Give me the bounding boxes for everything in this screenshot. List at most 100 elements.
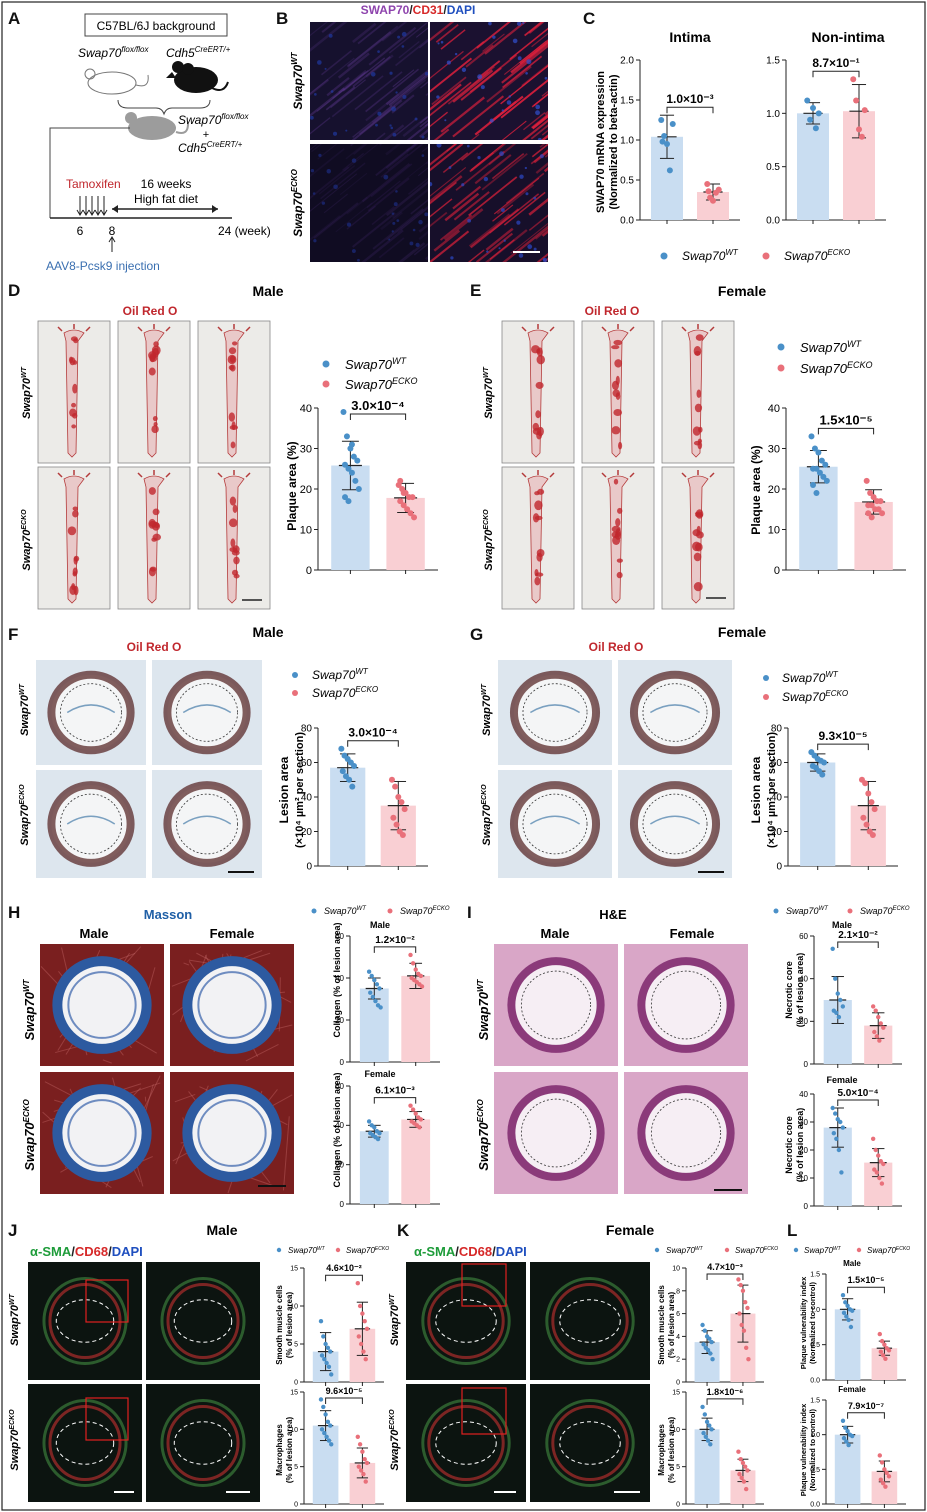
- data-point: [838, 1119, 843, 1125]
- plaque-spot: [692, 541, 701, 552]
- aorta-branches: [57, 470, 91, 478]
- data-point: [318, 1397, 324, 1402]
- fluo-streak: [430, 57, 473, 93]
- h-ylabel-1: Collagen (% of lesion area): [332, 922, 342, 1037]
- nucleus-dot: [508, 95, 511, 98]
- l-legend-wt: Swap70WT: [804, 1246, 842, 1255]
- nucleus-dot: [519, 174, 524, 179]
- h-legend-wt: Swap70WT: [324, 906, 367, 916]
- fluo-streak: [346, 196, 369, 215]
- section-tile: [530, 1384, 650, 1502]
- data-point: [844, 1314, 849, 1319]
- vessel-wall: [182, 956, 282, 1054]
- vessel-wall: [47, 670, 135, 755]
- fluo-streak: [460, 67, 502, 101]
- g-title: Female: [718, 624, 766, 640]
- nucleus-dot: [324, 67, 327, 70]
- fluo-streak: [474, 154, 512, 185]
- l-ylabel-b2: (Normalized to control): [808, 1408, 817, 1491]
- fluo-streak: [501, 44, 548, 84]
- lesion-outline: [67, 971, 137, 1039]
- f-legend-wt-dot: [292, 672, 298, 678]
- vessel-wall: [421, 1399, 511, 1487]
- y-tick-label: 8: [676, 1288, 680, 1295]
- data-point: [328, 1349, 333, 1354]
- vessel-wall: [160, 1399, 246, 1487]
- vessel-wall: [507, 957, 605, 1053]
- data-point: [872, 1029, 877, 1035]
- nucleus-dot: [401, 45, 405, 48]
- fluo-streak: [397, 207, 428, 234]
- lesion-outline: [55, 1421, 115, 1465]
- plaque-spot: [535, 381, 544, 389]
- fluo-streak: [419, 40, 428, 49]
- data-point: [361, 1349, 366, 1354]
- plaque-spot: [615, 375, 620, 386]
- data-point: [872, 1167, 877, 1172]
- aorta-branches: [601, 324, 635, 332]
- fluo-streak: [430, 81, 472, 117]
- nucleus-dot: [535, 104, 541, 110]
- fluo-streak: [460, 144, 484, 161]
- data-point: [879, 1181, 885, 1186]
- fluo-streak: [400, 207, 428, 231]
- panel-label-e: E: [470, 281, 481, 300]
- data-point: [366, 1119, 372, 1124]
- data-point: [831, 1131, 837, 1136]
- muscle-fibre: [174, 1093, 196, 1103]
- y-tick-label: 5: [676, 1464, 680, 1471]
- plaque-spot: [72, 506, 78, 511]
- fluo-streak: [310, 78, 329, 96]
- fluo-streak: [316, 70, 369, 112]
- fluo-streak: [331, 75, 384, 118]
- aorta-branches: [137, 470, 171, 478]
- cd68-signal: [48, 1405, 122, 1481]
- h-legend-ko: Swap70ECKO: [400, 906, 450, 916]
- nucleus-dot: [533, 196, 537, 200]
- section-tile: [28, 1262, 142, 1380]
- fluo-streak: [430, 50, 464, 79]
- panel-label-k: K: [397, 1221, 410, 1240]
- data-point: [362, 1319, 367, 1324]
- y-tick-label: 0.5: [620, 176, 634, 187]
- fluo-streak: [468, 176, 518, 217]
- y-tick-label: 0.0: [810, 1377, 820, 1384]
- data-point: [865, 510, 872, 517]
- data-point: [355, 486, 362, 492]
- k-legend-wt: Swap70WT: [666, 1246, 704, 1255]
- data-point: [863, 477, 870, 484]
- significance-bracket: [847, 1286, 885, 1294]
- p-value: 2.1×10⁻²: [838, 930, 878, 941]
- data-point: [392, 783, 399, 790]
- fluo-streak: [488, 100, 517, 124]
- necrotic-outline: [650, 1098, 722, 1168]
- nucleus-dot: [313, 239, 317, 243]
- data-point: [413, 967, 418, 972]
- nucleus-dot: [351, 158, 357, 163]
- fluo-streak: [531, 93, 548, 108]
- fluo-streak: [325, 86, 356, 111]
- plaque-spot: [534, 576, 541, 586]
- data-point: [322, 1430, 327, 1436]
- data-point: [343, 433, 350, 440]
- fluo-streak: [519, 39, 548, 65]
- aorta-branches: [521, 470, 555, 478]
- nucleus-dot: [461, 183, 465, 187]
- panel-i-text: H&E Male Female Swap70WT Swap70ECKO Swap…: [476, 906, 910, 1182]
- fluo-streak: [317, 144, 338, 160]
- fluo-streak: [361, 229, 404, 262]
- plaque-spot: [532, 427, 542, 435]
- fluo-streak: [471, 133, 480, 140]
- data-point: [410, 961, 416, 966]
- fluo-streak: [394, 117, 418, 137]
- j-title: Male: [206, 1222, 237, 1238]
- data-point: [746, 1357, 751, 1362]
- i-legend-ko-dot: [847, 908, 853, 914]
- data-point: [830, 1105, 835, 1111]
- data-point: [707, 1336, 712, 1341]
- i-row-ko: Swap70ECKO: [476, 1098, 491, 1170]
- plaque-spot: [531, 345, 540, 354]
- i-sub-female: Female: [826, 1075, 857, 1085]
- e-ylabel: Plaque area (%): [749, 445, 763, 534]
- j-row-wt: Swap70WT: [9, 1293, 21, 1346]
